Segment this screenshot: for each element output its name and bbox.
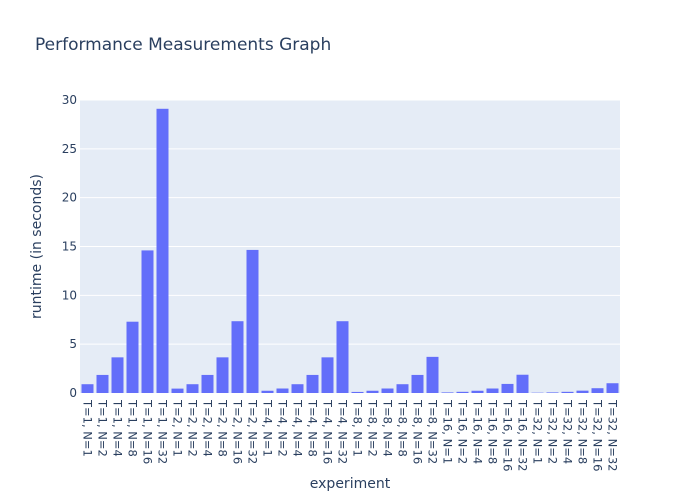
bar	[426, 356, 439, 393]
x-tick-label: T=1, N=4	[111, 399, 125, 457]
x-tick-label: T=32, N=16	[591, 399, 605, 471]
x-tick-label: T=8, N=1	[351, 399, 365, 457]
bar	[201, 374, 214, 393]
x-tick-label: T=8, N=32	[426, 399, 440, 464]
x-tick-label: T=4, N=1	[261, 399, 275, 457]
bar	[156, 108, 169, 393]
x-tick-label: T=4, N=2	[276, 399, 290, 457]
bar	[606, 383, 619, 393]
y-tick-label: 5	[69, 337, 77, 351]
x-tick-label: T=4, N=8	[306, 399, 320, 457]
bar	[546, 392, 559, 393]
bar	[141, 250, 154, 393]
y-tick-label: 20	[62, 191, 77, 205]
bar	[576, 390, 589, 393]
x-tick-label: T=16, N=2	[456, 399, 470, 464]
bar	[261, 390, 274, 393]
bar	[486, 388, 499, 393]
bar	[81, 384, 94, 393]
x-tick-label: T=8, N=2	[366, 399, 380, 457]
x-tick-label: T=4, N=16	[321, 399, 335, 464]
x-axis-title: experiment	[310, 476, 391, 492]
bar	[561, 391, 574, 393]
bar	[471, 390, 484, 393]
bar	[336, 321, 349, 393]
x-tick-label: T=16, N=16	[501, 399, 515, 471]
x-tick-label: T=2, N=1	[171, 399, 185, 457]
x-tick-label: T=32, N=4	[561, 399, 575, 464]
bar	[411, 374, 424, 393]
x-tick-label: T=1, N=32	[156, 399, 170, 464]
bar	[291, 384, 304, 393]
chart-title: Performance Measurements Graph	[35, 35, 331, 55]
bar	[456, 391, 469, 393]
bar	[306, 374, 319, 393]
x-tick-label: T=1, N=1	[81, 399, 95, 457]
bar	[216, 357, 229, 393]
x-tick-label: T=8, N=16	[411, 399, 425, 464]
y-tick-label: 30	[62, 93, 77, 107]
bar	[171, 388, 184, 393]
bar	[126, 321, 139, 393]
x-tick-label: T=32, N=1	[531, 399, 545, 464]
x-tick-label: T=2, N=16	[231, 399, 245, 464]
x-tick-label: T=1, N=8	[126, 399, 140, 457]
y-axis-title: runtime (in seconds)	[29, 174, 45, 319]
x-tick-label: T=32, N=2	[546, 399, 560, 464]
x-tick-labels: T=1, N=1 T=1, N=2 T=1, N=4 T=1, N=8 T=1, N=1…	[81, 399, 620, 471]
bar	[366, 390, 379, 393]
x-tick-label: T=16, N=4	[471, 399, 485, 464]
bar	[111, 357, 124, 393]
x-tick-label: T=8, N=4	[381, 399, 395, 457]
x-tick-label: T=32, N=8	[576, 399, 590, 464]
x-tick-label: T=4, N=32	[336, 399, 350, 464]
x-tick-label: T=32, N=32	[606, 399, 620, 471]
x-tick-label: T=16, N=1	[441, 399, 455, 464]
x-tick-label: T=1, N=2	[96, 399, 110, 457]
bar	[396, 384, 409, 393]
x-tick-label: T=2, N=8	[216, 399, 230, 457]
y-tick-label: 10	[62, 288, 77, 302]
y-tick-label: 25	[62, 142, 77, 156]
x-tick-label: T=2, N=32	[246, 399, 260, 464]
bar	[441, 392, 454, 393]
bars	[81, 108, 619, 393]
bar	[591, 388, 604, 393]
x-tick-label: T=16, N=32	[516, 399, 530, 471]
bar	[516, 374, 529, 393]
bar	[231, 321, 244, 393]
y-tick-label: 15	[62, 240, 77, 254]
x-tick-label: T=2, N=2	[186, 399, 200, 457]
x-tick-label: T=8, N=8	[396, 399, 410, 457]
bar	[351, 391, 364, 393]
x-tick-label: T=16, N=8	[486, 399, 500, 464]
bar	[501, 383, 514, 393]
y-tick-label: 0	[69, 386, 77, 400]
bar	[246, 249, 259, 393]
bar	[321, 357, 334, 393]
bar	[381, 388, 394, 393]
x-tick-label: T=4, N=4	[291, 399, 305, 457]
x-tick-label: T=1, N=16	[141, 399, 155, 464]
bar	[276, 388, 289, 393]
x-tick-label: T=2, N=4	[201, 399, 215, 457]
bar	[186, 384, 199, 393]
bar	[96, 374, 109, 393]
y-gridlines	[80, 99, 620, 345]
y-tick-labels: 0 5 10 15 20 25 30	[62, 93, 77, 400]
